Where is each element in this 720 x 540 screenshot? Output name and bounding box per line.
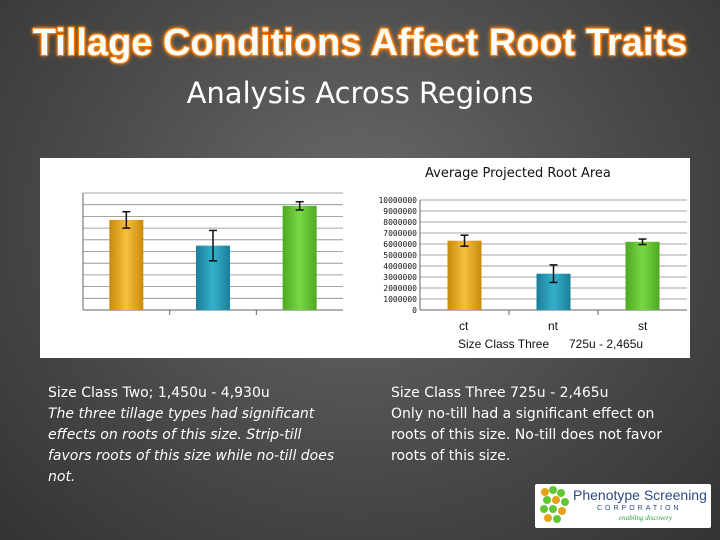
x-axis-label-left: Size Class Three — [458, 337, 550, 351]
slide-subtitle: Analysis Across Regions — [186, 76, 534, 110]
y-tick-label: 10000000 — [378, 196, 417, 205]
x-axis-label-right: 725u - 2,465u — [569, 337, 644, 351]
right-heading: Size Class Three 725u - 2,465u — [391, 385, 609, 401]
right-text-block: Size Class Three 725u - 2,465u Only no-t… — [391, 383, 681, 467]
y-tick-label: 6000000 — [383, 240, 417, 249]
category-label-ct: ct — [459, 319, 469, 333]
slide-title: Tillage Conditions Affect Root Traits — [32, 22, 688, 64]
chart-title: Average Projected Root Area — [425, 166, 611, 181]
logo-name: Phenotype Screening — [573, 487, 707, 503]
y-tick-label: 9000000 — [383, 207, 417, 216]
logo-tagline: enabling discovery — [619, 514, 673, 522]
bar — [109, 219, 144, 310]
y-tick-label: 7000000 — [383, 229, 417, 238]
y-tick-label: 3000000 — [383, 273, 417, 282]
logo-icon — [540, 486, 569, 523]
y-tick-label: 1000000 — [383, 295, 417, 304]
y-tick-label: 0 — [412, 306, 417, 315]
bar — [625, 241, 660, 310]
chart-panel — [40, 158, 690, 358]
category-label-st: st — [638, 319, 648, 333]
y-tick-label: 4000000 — [383, 262, 417, 271]
y-tick-label: 5000000 — [383, 251, 417, 260]
right-body: Only no-till had a significant effect on… — [391, 406, 663, 464]
left-heading: Size Class Two; 1,450u - 4,930u — [48, 385, 270, 401]
bar — [447, 240, 482, 310]
category-label-nt: nt — [548, 319, 559, 333]
company-logo: Phenotype Screening CORPORATION enabling… — [535, 484, 711, 528]
bar — [282, 205, 317, 310]
y-tick-label: 2000000 — [383, 284, 417, 293]
logo-corporation: CORPORATION — [597, 505, 682, 512]
y-tick-label: 8000000 — [383, 218, 417, 227]
left-text-block: Size Class Two; 1,450u - 4,930u The thre… — [48, 383, 348, 488]
left-body: The three tillage types had significant … — [48, 406, 335, 485]
